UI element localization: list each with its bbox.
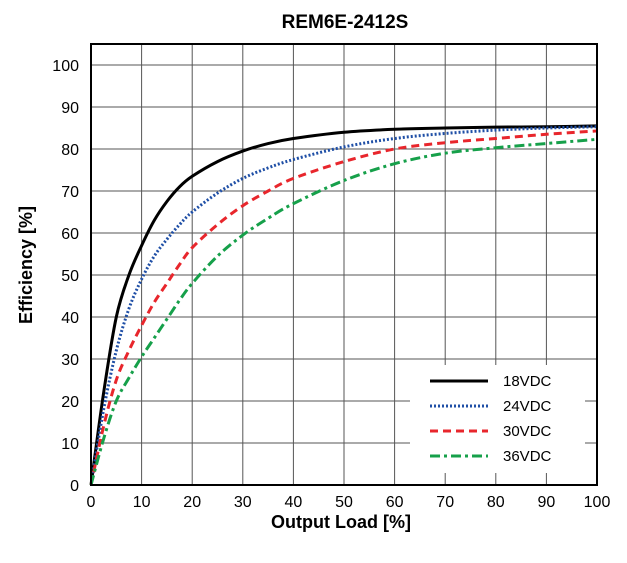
y-tick-label: 80 xyxy=(61,142,79,159)
x-tick-label: 40 xyxy=(285,494,303,511)
legend: 18VDC 24VDC 30VDC 36VDC xyxy=(410,365,585,473)
legend-label: 36VDC xyxy=(503,448,552,465)
y-tick-label: 30 xyxy=(61,352,79,369)
x-tick-label: 80 xyxy=(487,494,505,511)
y-tick-label: 50 xyxy=(61,268,79,285)
series-line-18vdc xyxy=(89,124,598,486)
y-tick-label: 90 xyxy=(61,100,79,117)
y-tick-label: 10 xyxy=(61,436,79,453)
legend-label: 18VDC xyxy=(503,373,552,390)
y-tick-label: 40 xyxy=(61,310,79,327)
chart-title: REM6E-2412S xyxy=(282,12,409,33)
x-tick-label: 50 xyxy=(335,494,353,511)
y-tick-label: 100 xyxy=(52,58,79,75)
plot-frame xyxy=(90,43,598,486)
x-tick-label: 0 xyxy=(87,494,96,511)
series-line-24vdc xyxy=(89,125,598,486)
x-tick-label: 10 xyxy=(133,494,151,511)
grid xyxy=(91,44,597,485)
x-tick-label: 30 xyxy=(234,494,252,511)
x-tick-label: 90 xyxy=(538,494,556,511)
y-tick-label: 20 xyxy=(61,394,79,411)
y-tick-label: 0 xyxy=(70,478,79,495)
y-axis-label: Efficiency [%] xyxy=(16,206,36,324)
x-tick-label: 100 xyxy=(584,494,611,511)
legend-label: 30VDC xyxy=(503,423,552,440)
x-tick-label: 70 xyxy=(436,494,454,511)
series-line-36vdc xyxy=(89,137,598,486)
x-tick-label: 60 xyxy=(386,494,404,511)
y-tick-label: 70 xyxy=(61,184,79,201)
x-tick-label: 20 xyxy=(183,494,201,511)
y-tick-label: 60 xyxy=(61,226,79,243)
legend-label: 24VDC xyxy=(503,398,552,415)
x-axis-label: Output Load [%] xyxy=(271,512,411,532)
series-lines xyxy=(89,124,598,486)
tick-labels: 0 10 20 30 40 50 60 70 80 90 100 0 10 20 30 40 50 60 70 80 9… xyxy=(52,58,610,511)
